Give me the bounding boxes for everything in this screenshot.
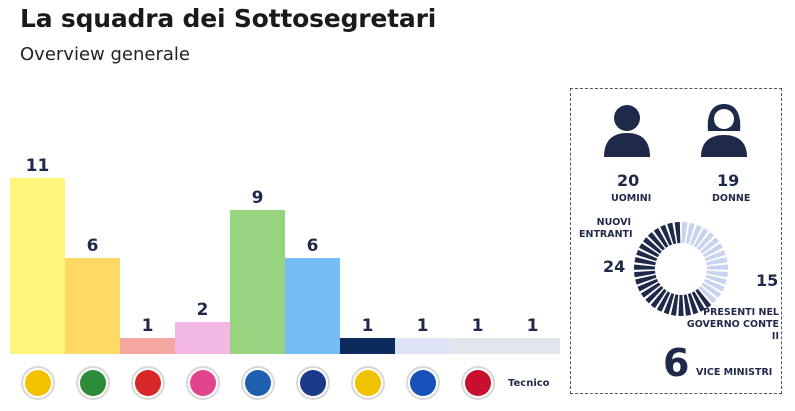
donut-segment-present	[681, 222, 688, 244]
donut-segment-new	[634, 264, 656, 270]
donut-segment-new	[634, 270, 656, 278]
donut-segment-present	[702, 243, 723, 258]
party-logo-5	[240, 366, 275, 400]
donut-segment-new	[634, 257, 656, 266]
donut-segment-new	[637, 278, 659, 292]
donut-segment-new	[687, 293, 699, 315]
donut-segment-new	[663, 293, 675, 315]
new-entrants-count: 24	[603, 257, 626, 276]
bar-6	[285, 258, 340, 354]
bar-9	[450, 338, 505, 354]
men-label: Uomini	[611, 193, 652, 204]
vice-ministers-label: Vice ministri	[696, 367, 773, 378]
donut-segment-new	[640, 282, 661, 298]
party-logo-mark-3	[134, 370, 161, 396]
donut-segment-new	[639, 243, 660, 258]
donut-segment-new	[691, 291, 706, 312]
donut-segment-new	[650, 288, 667, 309]
men-count: 20	[617, 171, 640, 190]
donut-segment-new	[670, 294, 679, 316]
donut-segment-new	[656, 291, 671, 312]
donut-segment-new	[695, 288, 712, 309]
man-icon	[604, 105, 650, 157]
bar-value-6: 6	[307, 236, 319, 256]
donut-segment-new	[660, 224, 673, 246]
bar-value-3: 1	[142, 316, 154, 336]
bar-value-1: 11	[26, 156, 50, 176]
bar-3	[120, 338, 175, 354]
donut-segment-present	[705, 274, 727, 285]
party-logo-mark-1	[24, 370, 51, 396]
party-logo-6	[295, 366, 330, 400]
bar-value-5: 9	[252, 188, 264, 208]
bar-value-4: 2	[197, 300, 209, 320]
donut-segment-new	[636, 249, 658, 262]
summary-panel: 20 Uomini 19 Donne Nuovi entranti 24 15 …	[570, 88, 782, 394]
woman-icon	[701, 104, 747, 157]
donut-segment-present	[693, 227, 709, 248]
tecnico-label: Tecnico	[508, 378, 550, 389]
donut-segment-new	[674, 222, 681, 244]
party-logo-mark-2	[79, 370, 106, 396]
bar-8	[395, 338, 450, 354]
donut-segment-present	[706, 264, 728, 270]
donut-segment-new	[647, 232, 665, 251]
bar-10	[505, 338, 560, 354]
donut-segment-present	[700, 237, 720, 254]
donut-segment-new	[642, 237, 662, 254]
bar-value-10: 1	[527, 316, 539, 336]
party-logo-mark-4	[189, 370, 216, 396]
donut-segment-present	[706, 257, 728, 266]
donut-segment-present	[689, 224, 702, 246]
party-logo-4	[185, 366, 220, 400]
bar-4	[175, 322, 230, 354]
donut-chart	[634, 222, 728, 316]
donut-segment-present	[697, 232, 715, 251]
party-logo-3	[130, 366, 165, 400]
party-logo-mark-7	[354, 370, 381, 396]
party-logo-mark-5	[244, 370, 271, 396]
bar-7	[340, 338, 395, 354]
bar-value-7: 1	[362, 316, 374, 336]
party-logo-7	[350, 366, 385, 400]
party-logo-2	[75, 366, 110, 400]
bar-value-8: 1	[417, 316, 429, 336]
donut-segment-new	[653, 227, 669, 248]
donut-segment-present	[704, 249, 726, 262]
present-count: 15	[756, 271, 779, 290]
donut-segment-new	[645, 285, 664, 304]
bar-5	[230, 210, 285, 354]
party-logo-9	[460, 366, 495, 400]
page-title: La squadra dei Sottosegretari	[20, 4, 437, 33]
bar-value-9: 1	[472, 316, 484, 336]
donut-segment-present	[698, 285, 717, 304]
party-logo-1	[20, 366, 55, 400]
donut-segment-new	[678, 294, 684, 316]
vice-ministers-count: 6	[663, 341, 690, 385]
party-logo-mark-6	[299, 370, 326, 396]
donut-segment-new	[667, 222, 677, 245]
party-logo-8	[405, 366, 440, 400]
party-logo-mark-8	[409, 370, 436, 396]
bar-value-2: 6	[87, 236, 99, 256]
women-label: Donne	[712, 193, 751, 204]
donut-segment-present	[701, 282, 722, 298]
donut-segment-present	[706, 270, 728, 278]
donut-segment-new	[635, 274, 657, 285]
new-entrants-label: Nuovi entranti	[579, 217, 633, 240]
donut-segment-present	[685, 222, 695, 245]
present-label: Presenti nel governo Conte II	[686, 307, 779, 342]
donut-segment-new	[683, 294, 692, 316]
women-count: 19	[717, 171, 740, 190]
bar-2	[65, 258, 120, 354]
party-logo-mark-9	[464, 370, 491, 396]
page-subtitle: Overview generale	[20, 44, 190, 65]
bar-1	[10, 178, 65, 354]
donut-segment-present	[703, 278, 725, 292]
